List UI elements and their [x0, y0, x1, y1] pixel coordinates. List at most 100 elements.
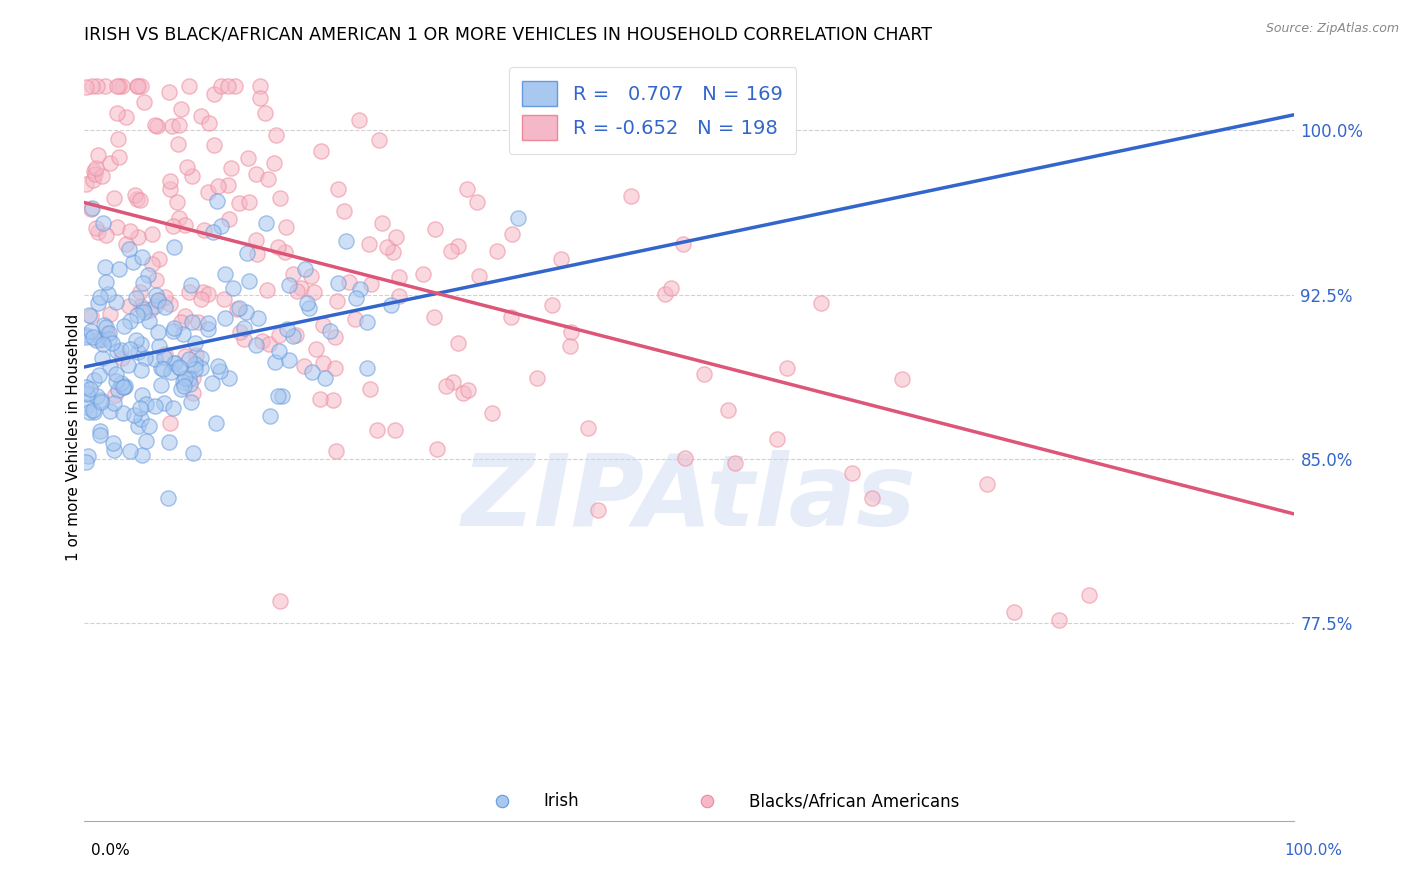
- Point: [80, 309, 103, 323]
- Point: [108, 150, 131, 164]
- Point: [80, 202, 103, 216]
- Point: [145, 119, 167, 133]
- Point: [153, 290, 176, 304]
- Point: [148, 293, 170, 308]
- Point: [371, 216, 394, 230]
- Point: [115, 110, 138, 124]
- Point: [197, 322, 219, 336]
- Point: [238, 274, 260, 288]
- Point: [326, 277, 349, 291]
- Point: [218, 371, 240, 385]
- Point: [173, 349, 195, 363]
- Point: [202, 138, 225, 153]
- Point: [169, 361, 191, 376]
- Point: [266, 389, 288, 403]
- Point: [219, 161, 242, 175]
- Point: [810, 296, 832, 310]
- Point: [86, 79, 108, 94]
- Point: [90, 169, 112, 183]
- Point: [190, 292, 212, 306]
- Point: [148, 338, 170, 352]
- Point: [368, 133, 391, 147]
- Point: [169, 119, 191, 133]
- Point: [467, 269, 489, 284]
- Point: [83, 373, 105, 387]
- Point: [356, 315, 378, 329]
- Point: [141, 227, 163, 241]
- Point: [105, 294, 128, 309]
- Point: [263, 156, 285, 170]
- Point: [157, 85, 180, 99]
- Point: [136, 268, 159, 282]
- Point: [193, 285, 215, 299]
- Point: [326, 293, 349, 308]
- Point: [246, 247, 269, 261]
- Point: [107, 132, 129, 146]
- Point: [447, 239, 470, 253]
- Point: [131, 250, 153, 264]
- Point: [150, 378, 173, 392]
- Point: [170, 103, 193, 117]
- Point: [481, 406, 503, 420]
- Point: [115, 236, 138, 251]
- Point: [560, 339, 582, 353]
- Point: [620, 189, 643, 203]
- Point: [197, 316, 219, 330]
- Point: [384, 423, 406, 437]
- Point: [207, 179, 229, 194]
- Point: [659, 281, 682, 295]
- Point: [184, 357, 207, 371]
- Point: [276, 322, 298, 336]
- Point: [148, 252, 170, 267]
- Point: [253, 106, 276, 120]
- Point: [235, 305, 257, 319]
- Point: [111, 79, 134, 94]
- Point: [152, 362, 174, 376]
- Point: [349, 282, 371, 296]
- Point: [325, 444, 347, 458]
- Point: [269, 594, 291, 608]
- Point: [101, 335, 124, 350]
- Point: [118, 314, 141, 328]
- Point: [233, 332, 256, 346]
- Point: [87, 296, 110, 310]
- Point: [163, 356, 186, 370]
- Point: [82, 172, 104, 186]
- Point: [103, 396, 125, 410]
- Point: [90, 332, 112, 346]
- Point: [143, 118, 166, 132]
- Point: [127, 79, 149, 94]
- Point: [285, 284, 308, 298]
- Text: Irish: Irish: [544, 792, 579, 811]
- Point: [214, 310, 236, 325]
- Point: [278, 278, 301, 293]
- Point: [586, 503, 609, 517]
- Point: [344, 291, 367, 305]
- Point: [163, 240, 186, 254]
- Point: [167, 360, 190, 375]
- Point: [124, 334, 146, 348]
- Point: [127, 345, 149, 359]
- Point: [724, 456, 747, 470]
- Point: [312, 318, 335, 332]
- Point: [259, 409, 281, 423]
- Point: [90, 392, 112, 407]
- Point: [447, 336, 470, 351]
- Point: [309, 144, 332, 158]
- Point: [162, 219, 184, 234]
- Point: [94, 320, 117, 334]
- Point: [160, 365, 183, 379]
- Point: [111, 351, 134, 366]
- Point: [159, 434, 181, 449]
- Point: [75, 330, 97, 344]
- Point: [80, 201, 103, 215]
- Point: [664, 94, 686, 108]
- Point: [205, 416, 228, 430]
- Point: [841, 466, 863, 480]
- Point: [236, 245, 259, 260]
- Point: [181, 169, 204, 183]
- Point: [294, 262, 316, 277]
- Point: [153, 347, 176, 361]
- Point: [212, 292, 235, 306]
- Point: [333, 204, 356, 219]
